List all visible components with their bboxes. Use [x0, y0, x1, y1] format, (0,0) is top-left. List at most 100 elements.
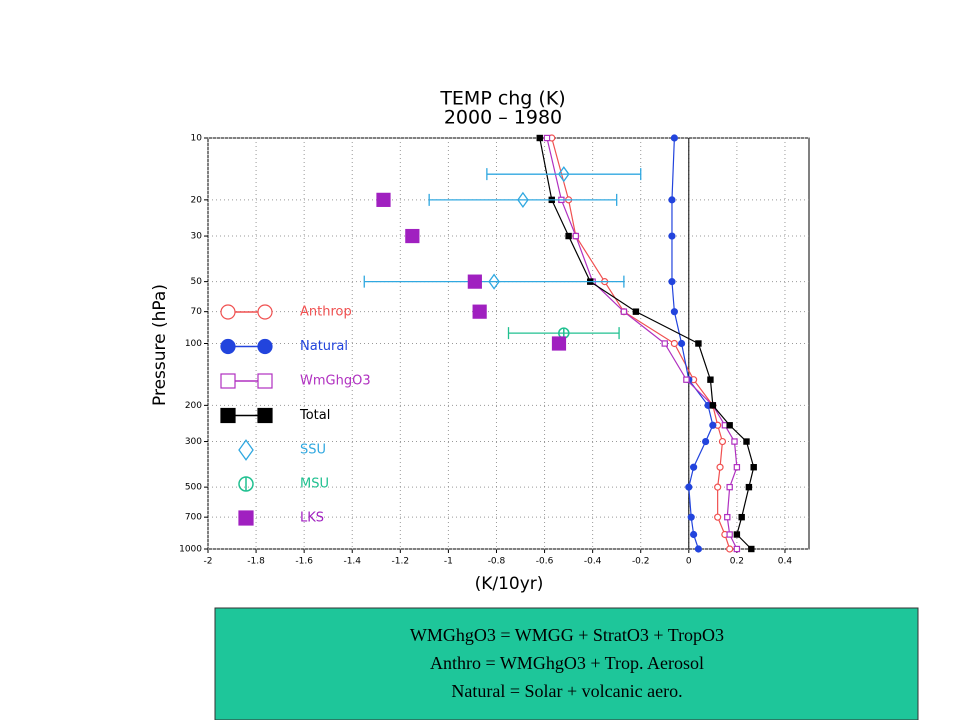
point: [707, 376, 714, 383]
legend-marker: [220, 304, 236, 320]
x-tick-label: -0.8: [488, 557, 506, 567]
observation: [517, 191, 529, 208]
legend-label: MSU: [300, 477, 329, 492]
legend-marker: [257, 407, 273, 424]
point: [690, 530, 698, 539]
x-tick-label: -1.8: [247, 557, 265, 567]
point: [670, 134, 678, 142]
point: [668, 278, 676, 286]
point: [690, 463, 698, 471]
legend-marker: [238, 439, 254, 461]
observation: [467, 274, 482, 289]
point: [668, 232, 676, 240]
point: [695, 340, 702, 347]
legend-label: SSU: [300, 443, 326, 458]
point: [733, 531, 741, 538]
point: [714, 483, 722, 491]
observation: [472, 304, 487, 319]
point: [738, 513, 745, 521]
point: [709, 421, 717, 429]
point: [702, 437, 710, 446]
point: [685, 483, 693, 491]
point: [572, 232, 580, 240]
y-tick-label: 70: [191, 307, 203, 317]
legend-marker: [238, 510, 254, 526]
note: WMGhgO3 = WMGG + StratO3 + TropO3: [410, 625, 724, 645]
legend-marker: [220, 338, 236, 355]
observation: [557, 166, 570, 183]
point: [731, 438, 738, 445]
note: Anthro = WMGhgO3 + Trop. Aerosol: [430, 653, 704, 673]
note-box: [214, 607, 919, 721]
point: [677, 339, 686, 348]
y-tick-label: 1000: [179, 545, 202, 555]
y-tick-label: 300: [185, 437, 202, 447]
x-tick-label: -1.2: [392, 557, 410, 567]
x-tick-label: -0.4: [584, 557, 602, 567]
observation: [405, 228, 420, 244]
chart-title: TEMP chg (K): [439, 88, 565, 110]
point: [632, 308, 640, 315]
point: [726, 545, 734, 553]
legend-marker: [220, 407, 236, 424]
legend-marker: [257, 338, 273, 355]
point: [661, 340, 668, 347]
point: [748, 545, 755, 553]
point: [718, 437, 727, 446]
point: [709, 402, 717, 409]
legend-marker: [257, 304, 273, 320]
note: Natural = Solar + volcanic aero.: [451, 681, 682, 701]
point: [726, 531, 733, 538]
point: [714, 513, 722, 521]
point: [750, 464, 757, 471]
y-tick-label: 50: [191, 277, 203, 287]
legend-label: WmGhgO3: [300, 374, 371, 389]
x-axis-label: (K/10yr): [475, 574, 544, 594]
point: [543, 134, 551, 142]
point: [726, 483, 733, 491]
legend-label: Anthrop: [300, 305, 352, 320]
observation: [488, 273, 500, 290]
chart-subtitle: 2000 – 1980: [444, 107, 562, 129]
x-tick-label: -1.6: [295, 557, 313, 567]
x-tick-label: 0: [686, 557, 692, 567]
point: [565, 232, 572, 240]
y-tick-label: 700: [185, 513, 202, 523]
observation: [376, 192, 391, 207]
point: [687, 513, 695, 521]
x-tick-label: 0.4: [778, 557, 793, 567]
legend-label: Total: [299, 408, 330, 423]
y-tick-label: 30: [191, 232, 203, 242]
point: [620, 308, 628, 315]
y-tick-label: 500: [185, 483, 202, 493]
y-tick-label: 10: [191, 134, 203, 144]
y-tick-label: 200: [185, 401, 202, 411]
point: [724, 513, 731, 521]
legend-label: LKS: [300, 511, 324, 526]
legend-marker: [257, 373, 273, 389]
legend-label: Natural: [300, 339, 348, 354]
x-tick-label: -1: [444, 557, 453, 567]
point: [683, 376, 690, 383]
point: [694, 545, 703, 553]
y-tick-label: 100: [185, 339, 202, 349]
x-tick-label: -0.2: [632, 557, 650, 567]
error-bar: [363, 275, 625, 288]
point: [670, 308, 678, 316]
point: [668, 196, 676, 204]
error-bar: [428, 193, 618, 206]
error-bar: [486, 168, 642, 181]
x-tick-label: -1.4: [343, 557, 361, 567]
point: [745, 483, 753, 491]
point: [670, 339, 678, 348]
point: [743, 438, 750, 445]
x-tick-label: -0.6: [536, 557, 554, 567]
observation: [551, 336, 567, 351]
x-tick-label: -2: [204, 557, 213, 567]
x-tick-label: 0.2: [730, 557, 744, 567]
legend-marker: [220, 373, 236, 389]
y-tick-label: 20: [191, 195, 203, 205]
point: [726, 422, 733, 429]
y-axis-label: Pressure (hPa): [150, 284, 170, 406]
